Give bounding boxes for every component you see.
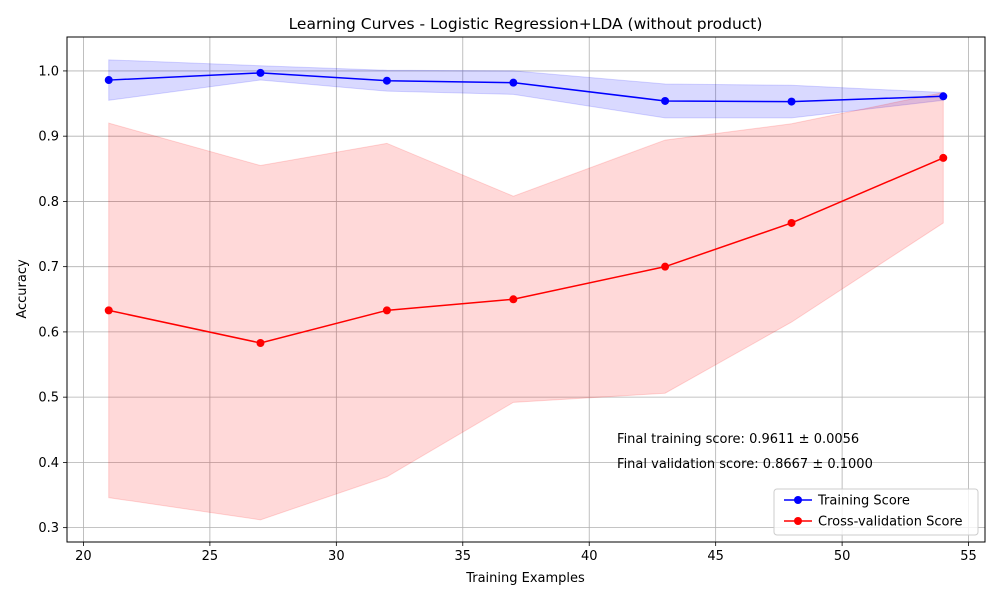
annotations: Final training score: 0.9611 ± 0.0056 Fin… <box>617 432 873 472</box>
y-tick-label: 0.7 <box>38 260 59 275</box>
training-point <box>382 76 391 85</box>
y-tick-label: 1.0 <box>38 64 59 79</box>
y-tick-label: 0.8 <box>38 195 59 210</box>
x-tick-label: 20 <box>75 549 92 564</box>
validation-point <box>104 306 113 315</box>
x-tick-label: 25 <box>202 549 219 564</box>
training-std-band <box>108 59 944 119</box>
x-tick-label: 45 <box>707 549 724 564</box>
x-tick-label: 35 <box>455 549 472 564</box>
training-point <box>661 96 670 105</box>
plot-frame <box>66 36 986 543</box>
x-tick-label: 40 <box>581 549 598 564</box>
axis-ticks: 20 25 30 35 40 45 50 55 0.3 0.4 0.5 0.6 0.7 0.8 0.9 1.0 <box>38 64 977 564</box>
legend-validation-label: Cross-validation Score <box>818 515 963 530</box>
y-tick-label: 0.4 <box>38 456 59 471</box>
validation-point <box>256 339 265 348</box>
legend-box <box>773 488 979 536</box>
annotation-text: Final validation score: 0.8667 ± 0.1000 <box>617 457 873 472</box>
y-tick-label: 0.6 <box>38 325 59 340</box>
legend: Training Score Cross-validation Score <box>773 488 979 536</box>
legend-training-label: Training Score <box>817 494 910 509</box>
grid-layer <box>67 37 985 542</box>
legend-validation-marker <box>794 517 802 525</box>
validation-std-band <box>108 91 944 521</box>
training-point <box>787 97 796 106</box>
validation-point <box>939 153 948 162</box>
validation-point <box>509 295 518 304</box>
y-tick-label: 0.9 <box>38 130 59 145</box>
series-lines <box>104 68 948 348</box>
validation-point <box>382 306 391 315</box>
x-tick-label: 50 <box>834 549 851 564</box>
confidence-bands <box>108 59 944 521</box>
training-point <box>939 92 948 101</box>
annotation-text: Final training score: 0.9611 ± 0.0056 <box>617 432 859 447</box>
training-point <box>509 78 518 87</box>
validation-point <box>787 218 796 227</box>
legend-training-marker <box>794 496 802 504</box>
y-tick-label: 0.3 <box>38 521 59 536</box>
x-axis-title: Training Examples <box>465 571 585 586</box>
validation-point <box>661 262 670 271</box>
y-tick-label: 0.5 <box>38 391 59 406</box>
x-tick-label: 30 <box>328 549 345 564</box>
x-tick-label: 55 <box>960 549 977 564</box>
y-axis-title: Accuracy <box>15 259 30 319</box>
training-point <box>256 68 265 77</box>
chart-title: Learning Curves - Logistic Regression+LD… <box>289 15 763 33</box>
training-point <box>104 76 113 85</box>
